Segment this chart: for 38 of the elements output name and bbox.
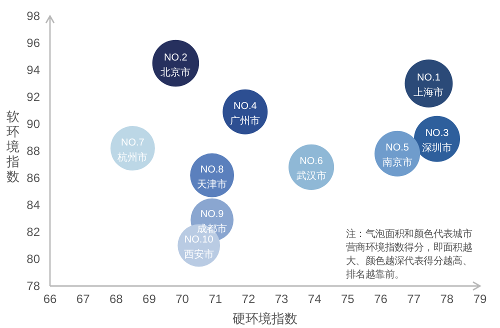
x-tick-label: 76 [374, 292, 388, 306]
x-axis-title: 硬环境指数 [232, 311, 298, 326]
y-tick-label: 88 [26, 144, 40, 158]
y-tick-label: 78 [26, 279, 40, 293]
x-tick-label: 70 [176, 292, 190, 306]
annotation: NO.6 武汉市 [296, 156, 326, 182]
x-tick-label: 75 [341, 292, 355, 306]
annotation: NO.8 天津市 [197, 164, 228, 190]
y-tick-label: 90 [26, 117, 40, 131]
y-tick-label: 82 [26, 225, 40, 239]
x-tick-label: 79 [473, 292, 487, 306]
x-tick-label: 67 [76, 292, 90, 306]
x-tick-label: 68 [109, 292, 124, 306]
annotation: NO.3 深圳市 [422, 128, 452, 154]
x-tick-label: 66 [43, 292, 57, 306]
annotation: NO.9 成都市 [197, 208, 228, 235]
y-tick-label: 98 [26, 9, 40, 23]
x-tick-label: 71 [208, 292, 222, 306]
annotation: NO.5 南京市 [382, 142, 412, 169]
x-tick-label: 77 [407, 292, 421, 306]
x-tick-label: 78 [440, 292, 454, 306]
x-tick-label: 74 [308, 292, 322, 306]
annotation: 注：气泡面积和颜色代表城市营商环境指数得分，即面积越大、颜色越深代表得分越高、排名越靠前。 [346, 228, 472, 280]
y-tick-label: 84 [26, 198, 40, 212]
annotation: NO.7 杭州市 [116, 137, 148, 164]
annotation: NO.2 北京市 [160, 52, 191, 78]
annotation: NO.10 西安市 [184, 234, 214, 260]
y-tick-label: 92 [26, 90, 40, 104]
annotation: NO.4 广州市 [230, 100, 260, 127]
y-tick-label: 86 [26, 171, 40, 185]
annotation: NO.1 上海市 [414, 72, 444, 98]
y-tick-label: 96 [26, 36, 40, 50]
y-tick-label: 94 [26, 63, 40, 77]
y-axis-title: 软环境指数 [6, 109, 20, 184]
x-tick-label: 69 [142, 292, 156, 306]
x-tick-label: 72 [242, 292, 256, 306]
y-tick-label: 80 [26, 252, 40, 266]
x-tick-label: 73 [274, 292, 289, 306]
